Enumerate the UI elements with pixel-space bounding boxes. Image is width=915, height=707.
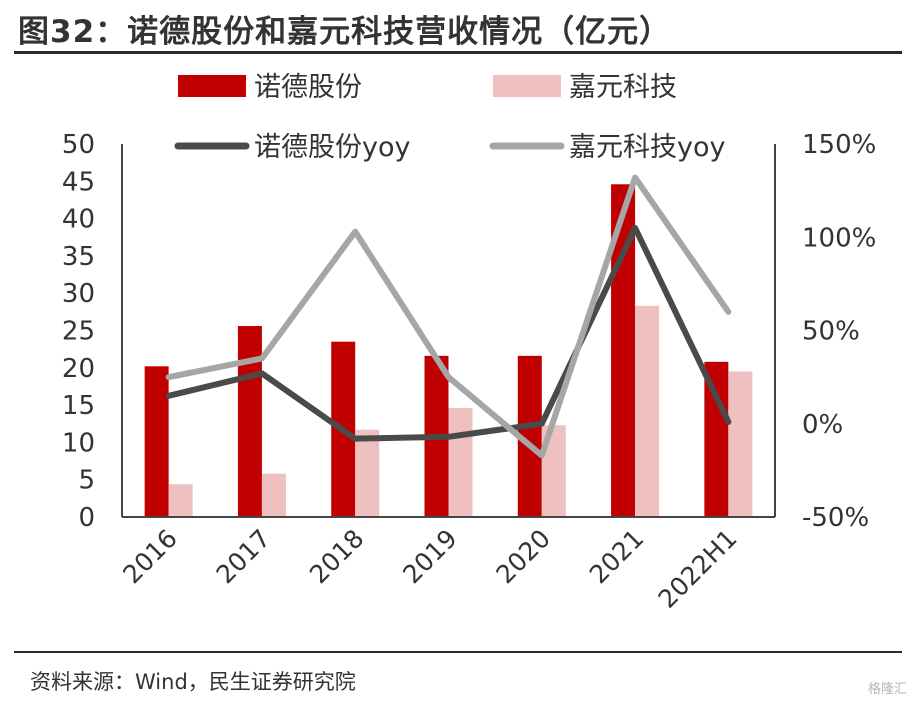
legend-label-3: 嘉元科技yoy	[569, 132, 725, 163]
title-divider	[14, 51, 902, 54]
footer-divider	[14, 651, 902, 653]
left-tick-label-50: 50	[62, 130, 95, 160]
right-tick-label-50pct: 50%	[802, 317, 860, 347]
right-tick-label--50pct: -50%	[802, 503, 869, 533]
left-tick-label-30: 30	[62, 279, 95, 309]
left-tick-label-25: 25	[62, 317, 95, 347]
left-tick-label-45: 45	[62, 167, 95, 197]
legend-swatch-1	[493, 75, 561, 97]
bar-nuode-2016	[144, 366, 169, 517]
legend-label-1: 嘉元科技	[569, 72, 677, 103]
watermark: 格隆汇	[867, 682, 907, 697]
x-tick-label-2019: 2019	[397, 524, 462, 589]
bar-nuode-2017	[237, 326, 262, 517]
line-jiayuan-yoy	[165, 174, 732, 459]
left-tick-label-40: 40	[62, 205, 95, 235]
bar-jiayuan-2019	[448, 408, 473, 517]
right-tick-label-0pct: 0%	[802, 410, 843, 440]
left-tick-label-5: 5	[78, 466, 95, 496]
legend-label-0: 诺德股份	[254, 72, 362, 103]
left-tick-label-20: 20	[62, 354, 95, 384]
source-note: 资料来源：Wind，民生证券研究院	[30, 670, 356, 694]
left-tick-label-15: 15	[62, 391, 95, 421]
bar-jiayuan-2017	[261, 473, 286, 517]
x-tick-label-2017: 2017	[211, 524, 276, 589]
chart-title: 图32：诺德股份和嘉元科技营收情况（亿元）	[18, 14, 672, 50]
left-tick-label-10: 10	[62, 428, 95, 458]
legend-swatch-0	[178, 75, 246, 97]
x-tick-label-2016: 2016	[117, 524, 182, 589]
bar-jiayuan-2022H1	[728, 371, 753, 517]
x-tick-label-2020: 2020	[491, 524, 556, 589]
legend-label-2: 诺德股份yoy	[254, 132, 410, 163]
left-tick-label-0: 0	[78, 503, 95, 533]
x-tick-label-2022H1: 2022H1	[653, 524, 743, 614]
bar-nuode-2022H1	[704, 361, 729, 517]
line-nuode-yoy	[165, 224, 732, 442]
bar-jiayuan-2016	[168, 484, 193, 517]
bar-jiayuan-2018	[355, 429, 380, 517]
right-tick-label-150pct: 150%	[802, 130, 876, 160]
bar-jiayuan-2021	[635, 305, 660, 517]
left-tick-label-35: 35	[62, 242, 95, 272]
right-tick-label-100pct: 100%	[802, 223, 876, 253]
x-tick-label-2018: 2018	[304, 524, 369, 589]
x-tick-label-2021: 2021	[584, 524, 649, 589]
